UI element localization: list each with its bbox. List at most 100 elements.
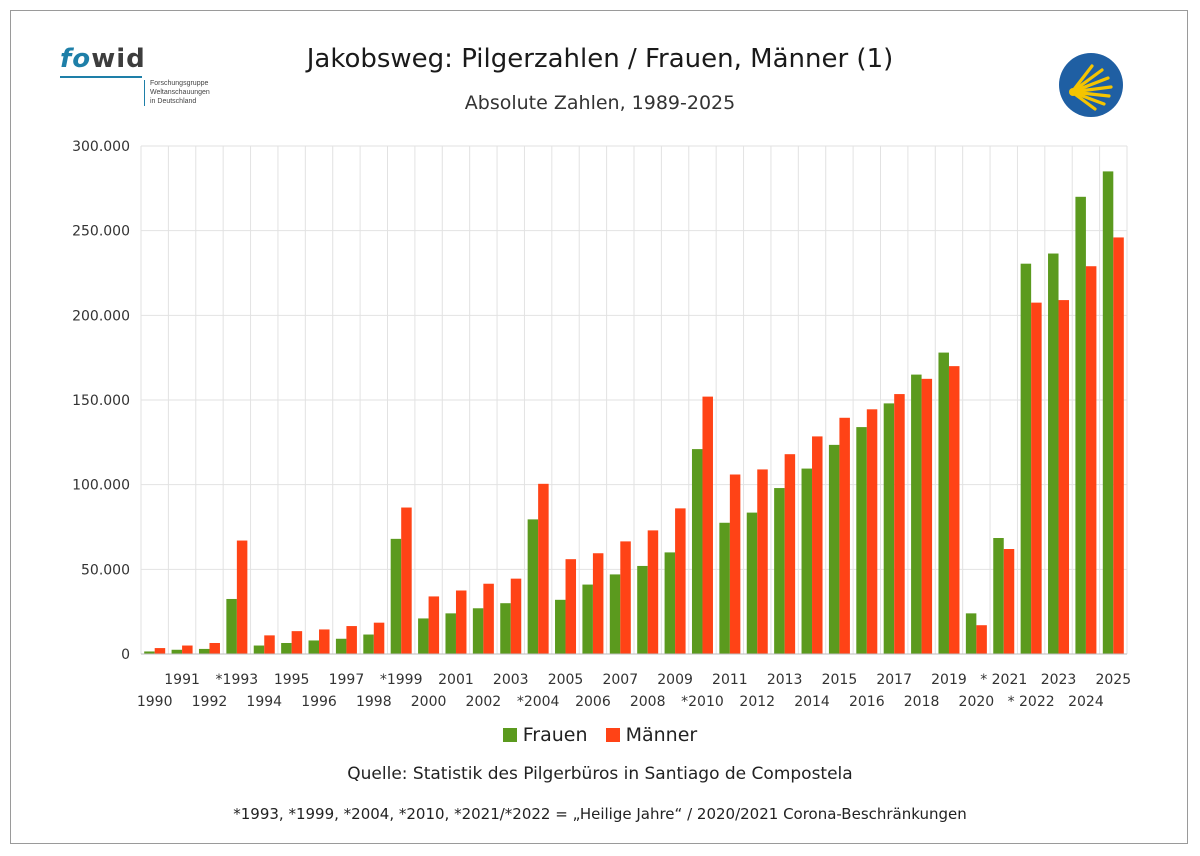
x-tick-label: 1997 (329, 672, 365, 688)
scallop-shell-icon (1059, 53, 1123, 117)
bar-frauen-2008 (637, 565, 648, 654)
bar-maenner-2024 (1085, 266, 1097, 654)
x-tick-label: 2006 (575, 694, 611, 710)
y-tick-label: 50.000 (81, 562, 130, 578)
bar-maenner-2004 (538, 483, 549, 654)
source-note: Quelle: Statistik des Pilgerbüros in San… (347, 764, 853, 784)
x-tick-label: *2004 (517, 694, 560, 710)
x-tick-label: 2023 (1041, 672, 1077, 688)
bar-maenner-1990 (154, 648, 166, 654)
x-tick-label: 1996 (301, 694, 337, 710)
bar-frauen-2006 (582, 584, 593, 654)
bar-frauen-2018 (911, 374, 922, 654)
y-tick-label: 100.000 (72, 478, 130, 494)
bar-frauen-2007 (609, 574, 621, 654)
x-tick-label: 2012 (739, 694, 775, 710)
bar-frauen-2014 (801, 468, 813, 654)
logo-divider (144, 80, 145, 106)
bar-maenner-2015 (839, 417, 850, 654)
bar-maenner-2006 (592, 553, 604, 654)
x-tick-label: 1990 (137, 694, 173, 710)
bar-frauen-2024 (1075, 196, 1086, 655)
bar-maenner-2012 (757, 469, 768, 654)
chart-legend: Frauen Männer (0, 724, 1200, 747)
x-tick-label: 2024 (1068, 694, 1104, 710)
x-tick-label: 1998 (356, 694, 392, 710)
x-tick-label: 2025 (1095, 672, 1131, 688)
bar-frauen-1990 (144, 651, 155, 654)
bar-frauen-2016 (856, 427, 867, 654)
bar-frauen-2025 (1102, 171, 1114, 654)
logo-subtext: Forschungsgruppe Weltanschauungen in Deu… (150, 80, 210, 105)
bar-maenner-2023 (1058, 300, 1070, 654)
bar-maenner-2007 (620, 541, 631, 654)
x-tick-label: 2002 (466, 694, 502, 710)
x-tick-label: 2013 (767, 672, 803, 688)
bar-maenner-2005 (565, 559, 577, 654)
x-tick-label: 2016 (849, 694, 885, 710)
bar-frauen-2001 (445, 613, 456, 654)
y-tick-label: 300.000 (72, 139, 130, 155)
bar-frauen-2002 (472, 608, 484, 654)
bar-frauen-2022 (1020, 263, 1032, 654)
bar-frauen-2013 (774, 488, 785, 654)
bar-maenner-1996 (319, 629, 330, 654)
bar-frauen-2009 (664, 552, 676, 654)
bar-frauen-2023 (1048, 253, 1059, 654)
bar-maenner-2009 (675, 508, 686, 654)
x-tick-label: 2018 (904, 694, 940, 710)
bar-maenner-2008 (647, 530, 659, 654)
bar-maenner-2025 (1113, 237, 1124, 654)
x-tick-label: 2019 (931, 672, 967, 688)
footnote: *1993, *1999, *2004, *2010, *2021/*2022 … (233, 805, 967, 823)
bar-frauen-1999 (390, 538, 402, 654)
x-tick-label: 1994 (246, 694, 282, 710)
bar-maenner-2011 (729, 474, 741, 654)
bar-maenner-2021 (1003, 549, 1015, 654)
legend-label-frauen: Frauen (522, 724, 588, 746)
logo-wordmark: fowid (60, 44, 146, 74)
bar-maenner-2020 (976, 625, 987, 654)
bar-maenner-2017 (894, 394, 905, 654)
x-tick-label: 2008 (630, 694, 666, 710)
x-tick-label: 2001 (438, 672, 474, 688)
bar-maenner-2002 (483, 583, 494, 654)
bar-frauen-2000 (418, 618, 429, 654)
legend-swatch-maenner (605, 728, 620, 742)
bar-maenner-2019 (948, 366, 960, 654)
legend-item-maenner: Männer (605, 724, 697, 746)
bar-frauen-2021 (993, 538, 1004, 654)
bar-maenner-2018 (921, 378, 933, 654)
bar-maenner-1994 (264, 635, 275, 654)
bar-maenner-1999 (401, 507, 412, 654)
x-tick-label: 2009 (657, 672, 693, 688)
x-tick-label: 2020 (959, 694, 995, 710)
bar-frauen-1994 (253, 645, 265, 654)
x-tick-label: 1992 (192, 694, 228, 710)
bar-maenner-2001 (455, 590, 467, 654)
x-tick-label: *2010 (681, 694, 724, 710)
bar-frauen-1996 (308, 640, 320, 654)
bar-frauen-1998 (363, 634, 374, 654)
bar-frauen-1997 (335, 638, 347, 654)
x-tick-label: 2011 (712, 672, 748, 688)
x-tick-label: 2003 (493, 672, 529, 688)
bar-frauen-1993 (226, 598, 237, 654)
x-tick-label: * 2022 (1008, 694, 1055, 710)
bar-frauen-1992 (198, 648, 210, 654)
bar-maenner-1997 (346, 626, 357, 654)
bar-maenner-2022 (1031, 302, 1042, 654)
bar-frauen-2019 (938, 352, 949, 654)
bar-frauen-2010 (691, 449, 703, 654)
bar-maenner-1991 (182, 645, 193, 654)
bar-maenner-2000 (428, 596, 440, 654)
logo-underline (60, 76, 142, 78)
bar-maenner-1992 (209, 642, 220, 654)
chart-subtitle: Absolute Zahlen, 1989-2025 (464, 92, 736, 114)
bar-maenner-2014 (812, 436, 823, 654)
bar-maenner-1995 (291, 631, 303, 654)
x-tick-label: *1999 (380, 672, 423, 688)
x-tick-label: * 2021 (980, 672, 1027, 688)
x-tick-label: *1993 (216, 672, 259, 688)
